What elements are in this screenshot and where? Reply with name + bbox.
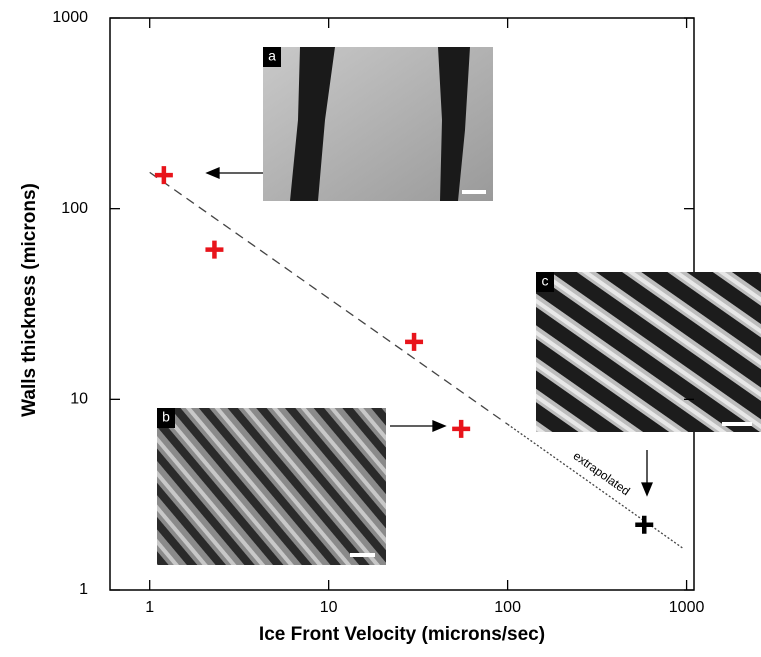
y-tick-label: 1000: [52, 9, 88, 26]
x-tick-label: 1000: [669, 599, 705, 616]
x-tick-label: 100: [494, 599, 521, 616]
fit-line: [149, 171, 509, 425]
data-point: [405, 332, 424, 351]
inset-label: a: [268, 48, 276, 64]
x-axis-title: Ice Front Velocity (microns/sec): [259, 624, 545, 645]
inset-label: b: [162, 409, 170, 425]
inset-label-box: [263, 47, 281, 67]
x-tick-label: 1: [145, 599, 154, 616]
data-point: [154, 166, 173, 185]
inset-feature: [438, 47, 470, 201]
inset-label-box: [157, 408, 175, 428]
inset-a: [263, 47, 493, 201]
data-point: [205, 240, 224, 259]
inset-c: [536, 272, 761, 432]
data-point: [452, 419, 471, 438]
inset-image: [157, 408, 386, 565]
y-axis-title: Walls thickness (microns): [19, 183, 40, 417]
extrapolated-label: extrapolated: [571, 449, 633, 499]
arrows: [205, 167, 653, 497]
arrowhead: [641, 482, 653, 497]
x-tick-label: 10: [320, 599, 338, 616]
y-tick-label: 10: [70, 391, 88, 408]
extrapolated-line: [507, 423, 683, 549]
inset-b: [157, 408, 386, 565]
inset-feature: [290, 47, 335, 201]
arrowhead: [432, 420, 447, 432]
data-point: [635, 515, 654, 534]
y-tick-label: 1: [79, 581, 88, 598]
inset-label-box: [536, 272, 554, 292]
inset-image: [536, 272, 761, 432]
inset-label: c: [542, 273, 549, 289]
y-tick-label: 100: [61, 200, 88, 217]
arrowhead: [205, 167, 220, 179]
